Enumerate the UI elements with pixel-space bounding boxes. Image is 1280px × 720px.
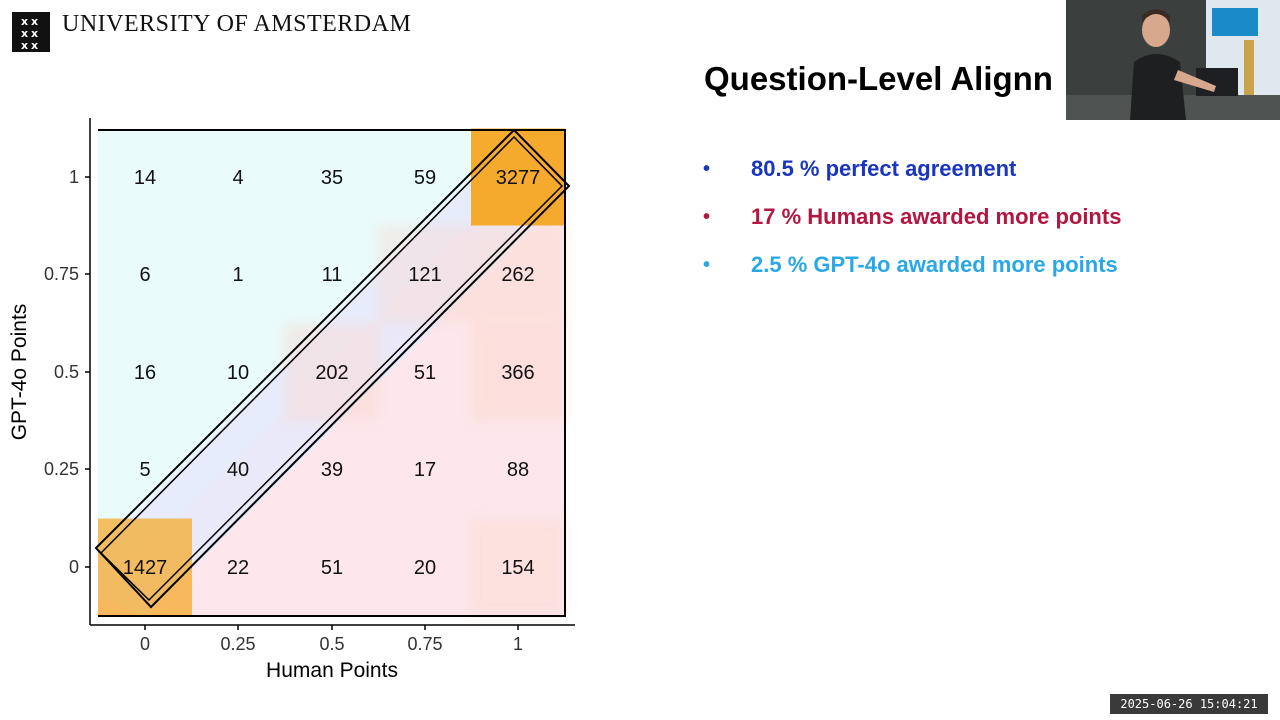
heatmap-cell-value: 121	[408, 264, 441, 286]
heatmap-cell-value: 10	[227, 362, 249, 384]
heatmap-cell-value: 3277	[496, 167, 541, 189]
heatmap-cell-value: 51	[321, 557, 343, 579]
y-tick-label: 0.75	[44, 264, 79, 284]
x-tick-label: 0	[140, 634, 150, 654]
heatmap-cell-value: 11	[322, 264, 343, 286]
heatmap-cell-value: 22	[227, 557, 249, 579]
heatmap-cell-value: 51	[414, 362, 436, 384]
bullet-item: • 80.5 % perfect agreement	[703, 145, 1121, 193]
bullet-dot-icon: •	[703, 205, 711, 228]
heatmap-cell-value: 262	[501, 264, 534, 286]
agreement-band-inner-outline	[99, 135, 564, 602]
heatmap-cell-value: 16	[134, 362, 156, 384]
svg-text:x: x	[21, 15, 28, 28]
heatmap-cell-value: 20	[414, 557, 436, 579]
university-name: UNIVERSITY OF AMSTERDAM	[62, 11, 412, 37]
presenter-webcam-icon	[1066, 0, 1280, 120]
heatmap-cell-shade	[471, 323, 565, 421]
heatmap-cell-highlight	[471, 128, 565, 226]
heatmap-cell-value: 14	[134, 167, 156, 189]
bullet-dot-icon: •	[703, 157, 711, 180]
heatmap-cell-value: 39	[321, 459, 343, 481]
heatmap-cell-value: 366	[501, 362, 534, 384]
heatmap-cell-value: 17	[414, 459, 436, 481]
heatmap-cell-shade	[378, 225, 472, 323]
heatmap-cell-value: 88	[507, 459, 529, 481]
heatmap-cell-value: 4	[232, 167, 243, 189]
heatmap-cell-value: 1427	[123, 557, 168, 579]
x-tick-label: 0.25	[220, 634, 255, 654]
svg-text:x: x	[21, 39, 28, 52]
agreement-band-outline	[94, 128, 571, 609]
slide-title: Question-Level Alignn	[704, 60, 1053, 97]
heatmap-cell-value: 1	[232, 264, 243, 286]
y-tick-label: 0	[69, 557, 79, 577]
heatmap-cell-value: 35	[321, 167, 343, 189]
x-axis-label: Human Points	[266, 659, 398, 682]
heatmap-cell-value: 202	[315, 362, 348, 384]
bullet-item: • 2.5 % GPT-4o awarded more points	[703, 241, 1121, 289]
heatmap-cell-value: 59	[414, 167, 436, 189]
x-tick-label: 0.75	[407, 634, 442, 654]
y-axis-label: GPT-4o Points	[8, 304, 31, 441]
bullet-text: 17 % Humans awarded more points	[751, 204, 1122, 229]
y-tick-label: 0.5	[54, 362, 79, 382]
heatmap-cell-value: 5	[139, 459, 150, 481]
svg-text:x: x	[31, 15, 38, 28]
svg-text:x: x	[31, 39, 38, 52]
recording-timestamp: 2025-06-26 15:04:21	[1110, 694, 1268, 714]
heatmap-cell-value: 6	[139, 264, 150, 286]
bullet-list: • 80.5 % perfect agreement • 17 % Humans aw…	[703, 145, 1121, 289]
y-tick-label: 0.25	[44, 459, 79, 479]
bullet-text: 80.5 % perfect agreement	[751, 156, 1017, 181]
heatmap-cell-shade	[471, 518, 565, 616]
bullet-dot-icon: •	[703, 253, 711, 276]
plot-outline	[98, 129, 566, 617]
heatmap-cell-shade	[285, 323, 379, 421]
svg-text:x: x	[21, 27, 28, 40]
x-tick-label: 0.5	[319, 634, 344, 654]
svg-text:x: x	[31, 27, 38, 40]
x-tick-label: 1	[513, 634, 523, 654]
heatmap-cell-shade	[471, 225, 565, 323]
bullet-text: 2.5 % GPT-4o awarded more points	[751, 252, 1118, 277]
heatmap-cell-value: 40	[227, 459, 249, 481]
heatmap-cell-value: 154	[501, 557, 534, 579]
bullet-item: • 17 % Humans awarded more points	[703, 193, 1121, 241]
y-tick-label: 1	[69, 167, 79, 187]
